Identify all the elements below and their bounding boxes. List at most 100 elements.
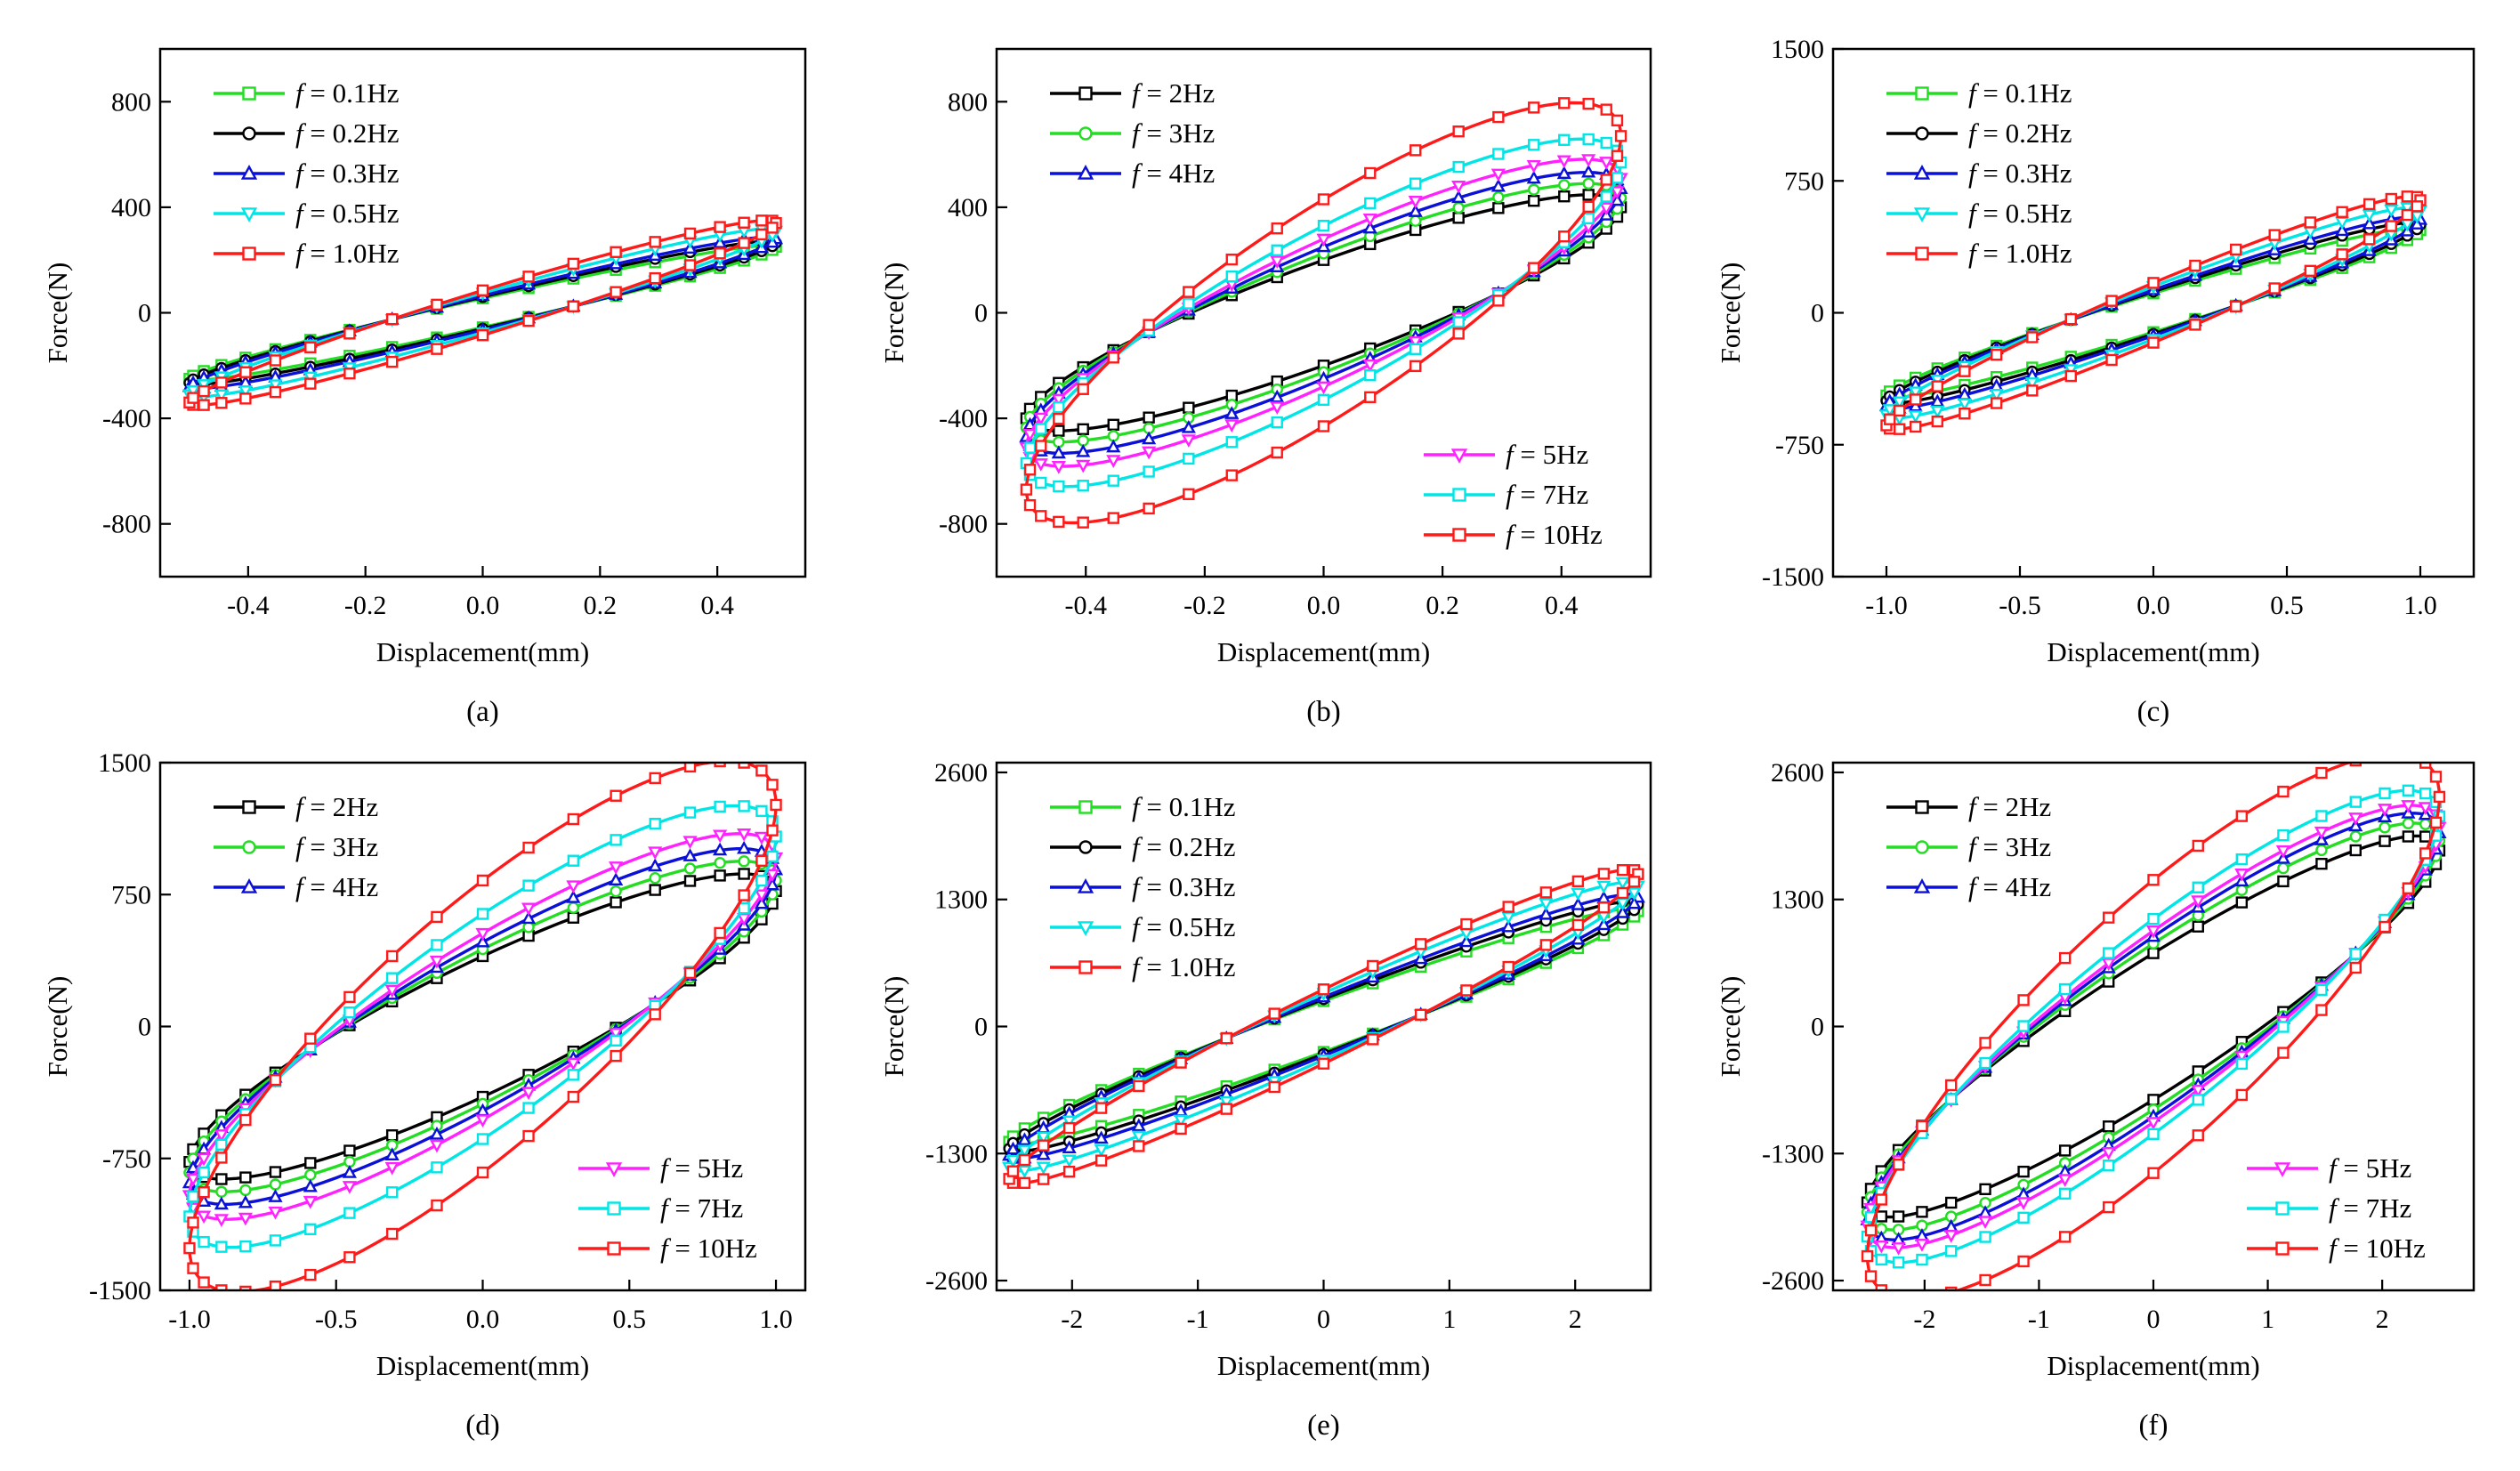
data-point bbox=[2189, 319, 2201, 331]
data-point bbox=[1035, 423, 1047, 435]
y-tick-label: -2600 bbox=[925, 1266, 988, 1296]
data-point bbox=[738, 868, 750, 880]
data-point bbox=[755, 228, 768, 241]
data-point bbox=[431, 298, 443, 311]
data-point bbox=[1558, 133, 1571, 146]
legend-item: f = 4Hz bbox=[214, 871, 378, 902]
legend-item: f = 3Hz bbox=[1886, 831, 2051, 862]
data-point bbox=[1490, 178, 1506, 192]
data-point bbox=[1959, 365, 1971, 377]
data-point bbox=[2058, 1231, 2072, 1243]
data-point bbox=[476, 874, 489, 887]
data-point bbox=[476, 908, 489, 920]
plot-area bbox=[1860, 763, 2447, 1303]
data-point bbox=[1452, 212, 1465, 224]
data-point bbox=[1610, 192, 1625, 206]
y-tick-label: -2600 bbox=[1762, 1266, 1824, 1296]
data-point bbox=[2147, 947, 2160, 959]
legend-label: f = 2Hz bbox=[1968, 791, 2051, 822]
legend-item: f = 3Hz bbox=[1050, 117, 1215, 149]
data-point bbox=[2303, 226, 2318, 239]
data-point bbox=[713, 829, 728, 844]
plot-area bbox=[182, 763, 784, 1290]
data-point bbox=[1023, 464, 1037, 476]
data-point bbox=[2268, 282, 2281, 295]
data-point bbox=[476, 1166, 489, 1179]
data-point bbox=[2058, 1144, 2072, 1157]
data-point bbox=[1452, 125, 1465, 138]
data-point bbox=[738, 902, 750, 915]
data-point bbox=[2103, 1160, 2115, 1172]
x-tick-label: -1.0 bbox=[168, 1305, 211, 1334]
data-point bbox=[1316, 233, 1331, 247]
legend-item: f = 5Hz bbox=[1424, 439, 1588, 470]
data-point bbox=[1175, 1056, 1187, 1069]
data-point bbox=[738, 889, 750, 901]
data-point bbox=[1183, 401, 1195, 414]
data-point bbox=[1945, 1286, 1958, 1290]
data-point bbox=[1018, 1153, 1031, 1167]
x-tick-label: -1 bbox=[1187, 1305, 1209, 1334]
data-point bbox=[754, 895, 769, 909]
data-point bbox=[185, 1173, 201, 1187]
legend-item: f = 0.1Hz bbox=[1050, 791, 1236, 822]
data-point bbox=[1317, 983, 1330, 996]
data-point bbox=[2336, 206, 2348, 218]
data-point bbox=[2401, 800, 2416, 813]
data-point bbox=[1451, 190, 1466, 204]
data-point bbox=[238, 1194, 253, 1208]
data-point bbox=[239, 1184, 252, 1197]
data-point bbox=[1597, 901, 1611, 914]
data-point bbox=[2402, 784, 2415, 796]
data-point bbox=[2379, 835, 2391, 847]
data-point bbox=[1053, 515, 1065, 529]
data-point bbox=[2418, 802, 2433, 816]
data-point bbox=[2017, 994, 2030, 1006]
data-point bbox=[1409, 177, 1422, 190]
data-point bbox=[1571, 897, 1586, 910]
y-tick-label: 0 bbox=[138, 1013, 151, 1042]
data-point bbox=[1270, 389, 1285, 403]
data-point bbox=[1914, 1227, 1930, 1241]
data-point bbox=[610, 1034, 622, 1047]
data-point bbox=[764, 869, 780, 883]
data-point bbox=[1894, 1293, 1903, 1303]
data-point bbox=[1053, 424, 1065, 437]
data-point bbox=[1220, 1103, 1233, 1115]
legend-item: f = 3Hz bbox=[214, 831, 378, 862]
data-point bbox=[2234, 1050, 2249, 1064]
data-point bbox=[1979, 1056, 1991, 1070]
data-point bbox=[1864, 1270, 1878, 1282]
data-point bbox=[1582, 177, 1595, 190]
legend-label: f = 10Hz bbox=[1506, 519, 1603, 550]
legend-item: f = 2Hz bbox=[1050, 77, 1215, 109]
data-point bbox=[198, 1166, 210, 1179]
data-point bbox=[1107, 512, 1119, 524]
data-point bbox=[303, 371, 318, 385]
data-point bbox=[1502, 901, 1514, 913]
data-point bbox=[215, 1185, 228, 1198]
data-point bbox=[1271, 416, 1283, 429]
data-point bbox=[198, 1185, 210, 1199]
data-point bbox=[1990, 348, 2003, 361]
data-point bbox=[738, 800, 750, 812]
data-point bbox=[1556, 155, 1571, 169]
data-point bbox=[1036, 1161, 1051, 1176]
x-tick-label: -1 bbox=[2028, 1305, 2050, 1334]
data-point bbox=[1959, 408, 1971, 420]
data-point bbox=[2379, 920, 2391, 934]
data-point bbox=[1107, 418, 1119, 431]
data-point bbox=[1990, 397, 2003, 409]
data-point bbox=[269, 1073, 282, 1087]
data-point bbox=[1957, 398, 1972, 412]
legend-label: f = 4Hz bbox=[1132, 158, 1215, 189]
data-point bbox=[2147, 1127, 2160, 1140]
data-point bbox=[1022, 428, 1038, 442]
data-point bbox=[429, 1126, 445, 1140]
data-point bbox=[567, 812, 580, 826]
data-point bbox=[1077, 423, 1089, 436]
plot-area bbox=[1878, 190, 2428, 435]
axes-frame bbox=[1831, 47, 2476, 578]
data-point bbox=[343, 1006, 356, 1019]
data-point bbox=[1558, 190, 1571, 203]
